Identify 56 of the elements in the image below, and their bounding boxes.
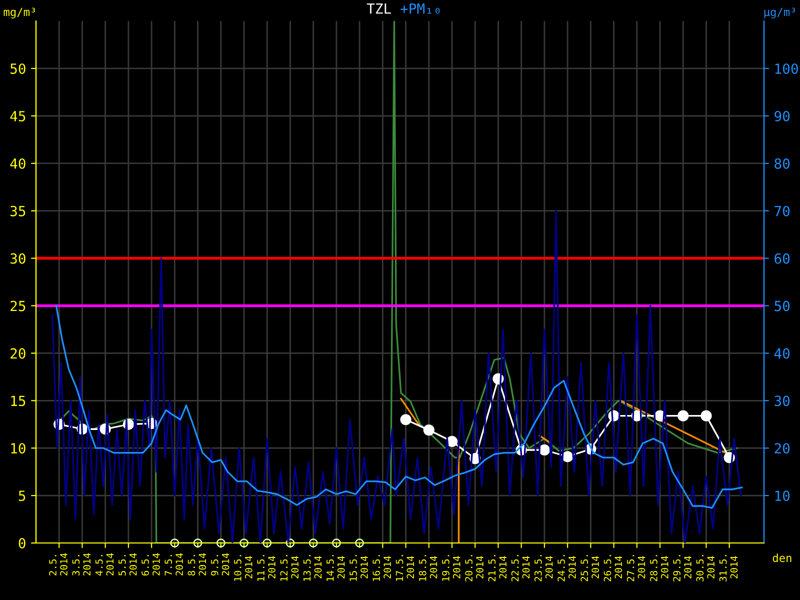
y-tick-label: 15 bbox=[11, 396, 26, 406]
x-tick-label: 23.5. 2014 bbox=[534, 555, 553, 582]
x-tick-label: 6.5. 2014 bbox=[142, 553, 160, 576]
x-tick-label: 9.5. 2014 bbox=[210, 553, 230, 576]
x-tick-label: 24.5. 2014 bbox=[558, 555, 576, 582]
x-tick-label: 10.5. 2014 bbox=[234, 555, 252, 581]
y-tick-label: 40 bbox=[10, 158, 26, 169]
chart-title: TZL bbox=[366, 4, 391, 14]
x-tick-label: 15.5. 2014 bbox=[350, 555, 368, 581]
x-tick-label: 12.5. 2014 bbox=[280, 555, 299, 581]
x-tick-label: 20.5. 2014 bbox=[465, 555, 484, 582]
y2-tick-label: 40 bbox=[774, 348, 790, 359]
y2-tick-label: 100 bbox=[775, 63, 798, 74]
y-tick-label: 20 bbox=[10, 348, 26, 359]
y-tick-label: 25 bbox=[10, 300, 26, 312]
x-tick-label: 7.5. 2014 bbox=[164, 553, 183, 576]
y2-axis-title: µg/m³ bbox=[764, 8, 796, 18]
y-tick-label: 30 bbox=[10, 253, 26, 264]
x-tick-label: 25.5. 2014 bbox=[580, 555, 599, 582]
y2-tick-label: 50 bbox=[774, 300, 790, 312]
x-tick-label: 29.5. 2014 bbox=[673, 555, 692, 582]
y-tick-label: 35 bbox=[10, 206, 26, 216]
y2-tick-label: 30 bbox=[774, 396, 790, 406]
x-tick-label: 14.5. 2014 bbox=[326, 555, 345, 581]
x-tick-label: 5.5. 2014 bbox=[118, 553, 137, 576]
x-tick-label: 26.5. 2014 bbox=[604, 555, 622, 582]
x-tick-label: 28.5. 2014 bbox=[650, 555, 668, 582]
x-tick-label: 30.5. 2014 bbox=[696, 555, 715, 582]
y-tick-label: 45 bbox=[10, 111, 26, 122]
x-tick-label: 13.5. 2014 bbox=[303, 555, 322, 581]
y-tick-label: 10 bbox=[11, 443, 26, 454]
y2-tick-label: 20 bbox=[774, 443, 790, 454]
x-tick-label: 16.5. 2014 bbox=[372, 555, 391, 581]
y-tick-label: 0 bbox=[18, 538, 26, 549]
x-tick-label: 11.5. 2014 bbox=[257, 555, 276, 581]
y2-tick-label: 70 bbox=[774, 206, 790, 216]
y2-tick-label: 60 bbox=[774, 253, 790, 264]
x-tick-label: 8.5. 2014 bbox=[188, 553, 206, 576]
x-tick-label: 18.5. 2014 bbox=[418, 555, 438, 581]
y-tick-label: 50 bbox=[10, 63, 26, 74]
x-tick-label: 3.5. 2014 bbox=[72, 553, 91, 576]
x-tick-label: 19.5. 2014 bbox=[442, 555, 460, 581]
x-axis-title: den bbox=[772, 554, 792, 562]
y2-tick-label: 80 bbox=[774, 158, 790, 169]
y-axis-title: mg/m³ bbox=[4, 8, 36, 18]
chart-subtitle: +PM₁₀ bbox=[400, 4, 440, 14]
x-tick-label: 27.5. 2014 bbox=[626, 555, 646, 582]
x-tick-label: 4.5. 2014 bbox=[95, 553, 114, 576]
x-tick-label: 21.5. 2014 bbox=[488, 555, 507, 582]
y-tick-label: 5 bbox=[18, 490, 26, 502]
x-tick-label: 22.5. 2014 bbox=[511, 555, 530, 582]
x-tick-label: 17.5. 2014 bbox=[396, 555, 414, 581]
x-tick-label: 31.5. 2014 bbox=[719, 555, 738, 582]
x-tick-label: 2.5. 2014 bbox=[49, 553, 68, 576]
y2-tick-label: 10 bbox=[775, 490, 790, 502]
y2-tick-label: 90 bbox=[774, 110, 790, 122]
